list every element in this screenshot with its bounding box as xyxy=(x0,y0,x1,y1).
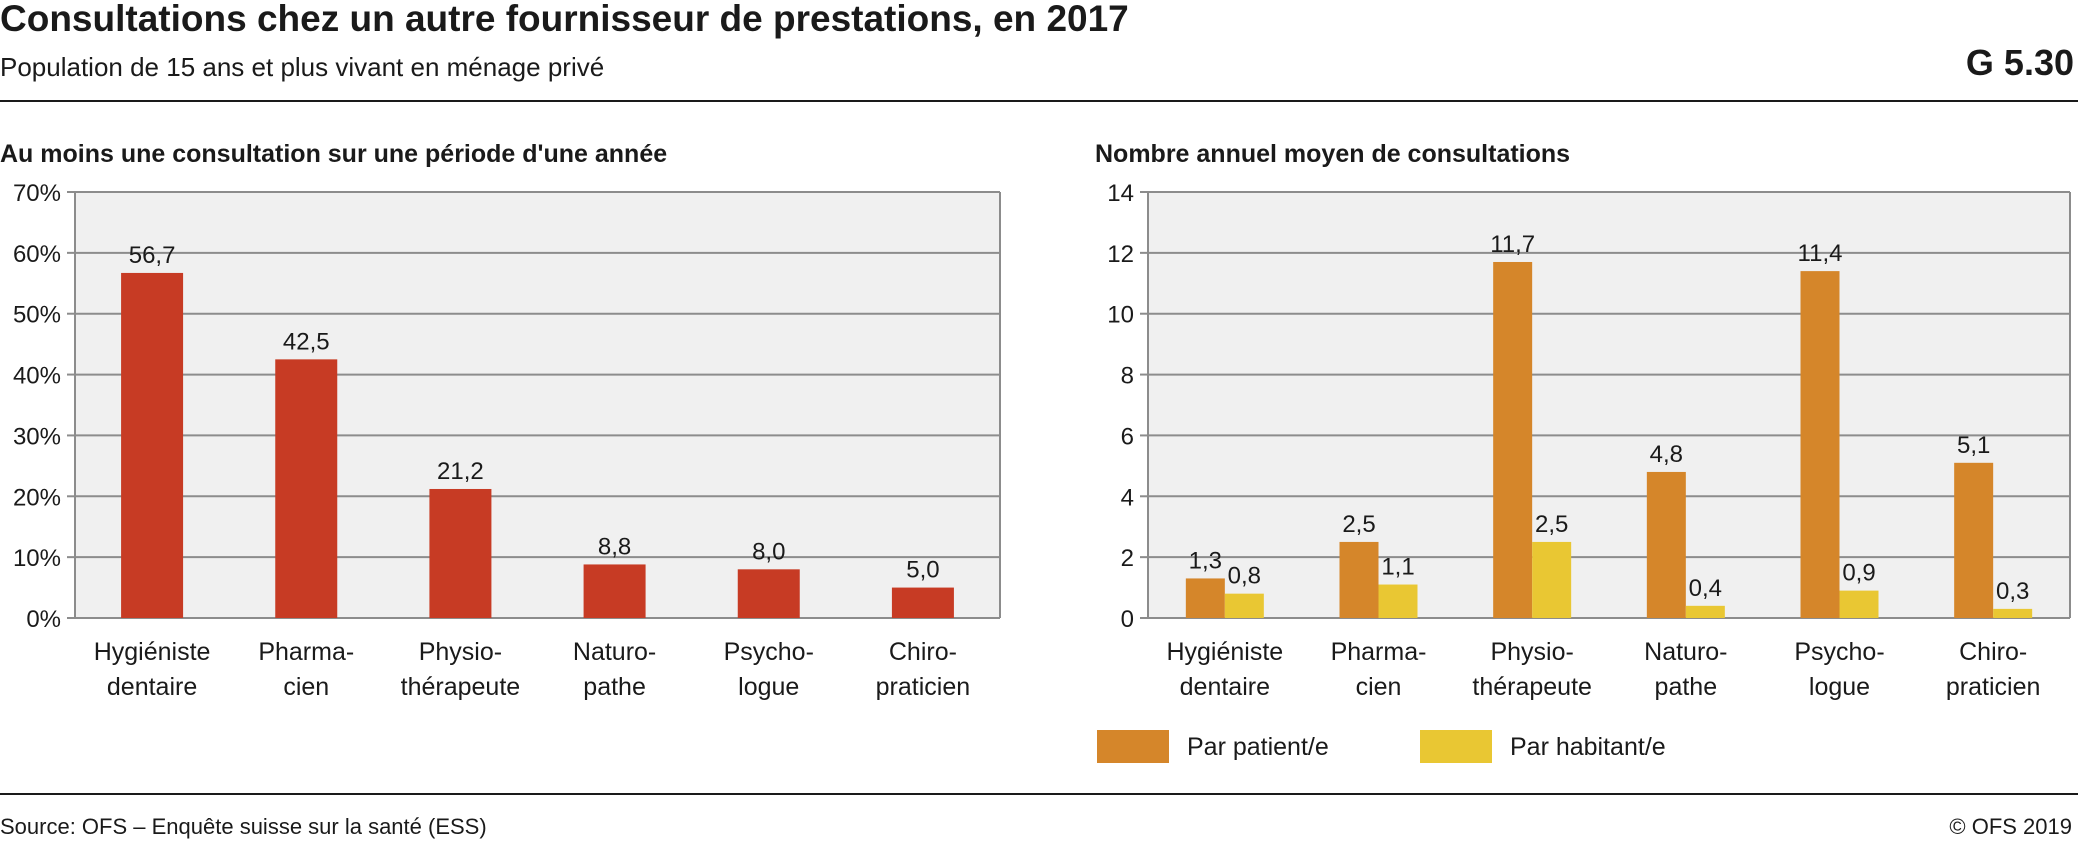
right-chart-y-tick-label: 0 xyxy=(1121,606,1134,633)
left-chart-y-tick-label: 40% xyxy=(13,363,61,390)
left-chart-x-tick-label: Naturo- xyxy=(573,638,656,666)
right-chart-x-tick-label: Physio- xyxy=(1490,638,1573,666)
left-chart-x-tick-label: pathe xyxy=(583,673,646,701)
page-title: Consultations chez un autre fournisseur … xyxy=(0,0,1129,39)
right-chart-y-tick-label: 10 xyxy=(1107,302,1134,329)
legend-swatch xyxy=(1097,730,1169,763)
legend-swatch xyxy=(1420,730,1492,763)
left-chart-data-label: 56,7 xyxy=(129,242,176,269)
right-chart-data-label: 0,3 xyxy=(1996,578,2029,605)
left-chart-bar xyxy=(275,359,338,618)
right-chart-x-tick-label: Pharma- xyxy=(1331,638,1427,666)
left-chart-x-tick-label: praticien xyxy=(876,673,971,701)
right-chart-data-label: 0,4 xyxy=(1689,575,1722,602)
right-chart-y-tick-label: 12 xyxy=(1107,241,1134,268)
right-chart-y-tick-label: 4 xyxy=(1121,484,1134,511)
right-chart-data-label: 0,9 xyxy=(1842,560,1875,587)
left-chart-y-tick-label: 60% xyxy=(13,241,61,268)
left-chart-data-label: 21,2 xyxy=(437,458,484,485)
left-chart-bar xyxy=(121,272,184,618)
footer-rule xyxy=(0,793,2078,795)
left-chart-x-tick-label: Physio- xyxy=(419,638,502,666)
right-chart-x-tick-label: Psycho- xyxy=(1794,638,1884,666)
left-chart-data-label: 8,0 xyxy=(752,538,785,565)
left-chart-x-tick-label: dentaire xyxy=(107,673,197,701)
right-chart-bar xyxy=(1493,261,1533,618)
left-chart-x-tick-label: cien xyxy=(283,673,329,701)
right-chart-data-label: 1,3 xyxy=(1189,547,1222,574)
right-chart-x-tick-label: Naturo- xyxy=(1644,638,1727,666)
figure-code: G 5.30 xyxy=(1965,42,2074,83)
legend-label: Par habitant/e xyxy=(1510,733,1666,761)
right-chart-x-tick-label: dentaire xyxy=(1180,673,1270,701)
left-chart-y-tick-label: 70% xyxy=(13,180,61,207)
right-chart-bar xyxy=(1532,541,1572,618)
page-subtitle: Population de 15 ans et plus vivant en m… xyxy=(0,52,605,82)
left-chart-data-label: 8,8 xyxy=(598,533,631,560)
right-chart-x-tick-label: Chiro- xyxy=(1959,638,2027,666)
right-chart-data-label: 4,8 xyxy=(1650,441,1683,468)
right-chart-x-tick-label: pathe xyxy=(1655,673,1718,701)
right-chart-data-label: 2,5 xyxy=(1535,511,1568,538)
right-chart-bar xyxy=(1685,605,1725,618)
right-chart-data-label: 11,7 xyxy=(1490,231,1535,258)
right-chart-x-tick-label: Hygiéniste xyxy=(1166,638,1283,666)
right-chart-bar xyxy=(1839,590,1879,618)
right-chart-bar xyxy=(1993,608,2033,618)
right-chart-data-label: 1,1 xyxy=(1381,554,1414,581)
left-chart-title: Au moins une consultation sur une périod… xyxy=(0,140,667,168)
left-chart-y-tick-label: 50% xyxy=(13,302,61,329)
left-chart-y-tick-label: 20% xyxy=(13,484,61,511)
left-chart-bar xyxy=(737,569,800,618)
left-chart-bar xyxy=(583,564,646,618)
right-chart-y-tick-label: 6 xyxy=(1121,423,1134,450)
right-chart-bar xyxy=(1954,462,1994,618)
right-chart-x-tick-label: thérapeute xyxy=(1472,673,1592,701)
left-chart: 0% 10% 20% 30% 40% 50% 60% 70% Hygiéniste dentair… xyxy=(13,180,1001,701)
right-chart-y-tick-label: 2 xyxy=(1121,545,1134,572)
left-chart-x-tick-label: Psycho- xyxy=(724,638,814,666)
right-chart-x-tick-label: cien xyxy=(1356,673,1402,701)
left-chart-data-label: 42,5 xyxy=(283,328,330,355)
right-chart-bar xyxy=(1339,541,1379,618)
left-chart-y-tick-label: 0% xyxy=(26,606,61,633)
header-rule xyxy=(0,100,2078,102)
left-chart-x-tick-label: Chiro- xyxy=(889,638,957,666)
right-chart-bar xyxy=(1800,271,1840,618)
left-chart-x-tick-label: thérapeute xyxy=(401,673,521,701)
right-chart-bar xyxy=(1378,584,1418,618)
copyright-note: © OFS 2019 xyxy=(1949,814,2072,839)
left-chart-y-tick-label: 30% xyxy=(13,423,61,450)
right-chart-data-label: 0,8 xyxy=(1228,563,1261,590)
left-chart-x-tick-label: Pharma- xyxy=(258,638,354,666)
right-chart-y-tick-label: 8 xyxy=(1121,363,1134,390)
left-chart-x-tick-label: Hygiéniste xyxy=(94,638,211,666)
left-chart-bar xyxy=(429,488,492,618)
left-chart-plot-area xyxy=(75,192,1000,618)
right-chart-data-label: 11,4 xyxy=(1798,240,1843,267)
right-chart-title: Nombre annuel moyen de consultations xyxy=(1095,140,1570,168)
right-chart-data-label: 5,1 xyxy=(1957,432,1990,459)
left-chart-data-label: 5,0 xyxy=(906,557,939,584)
left-chart-x-tick-label: logue xyxy=(738,673,799,701)
legend-label: Par patient/e xyxy=(1187,733,1329,761)
left-chart-bar xyxy=(891,587,954,618)
left-chart-y-tick-label: 10% xyxy=(13,545,61,572)
right-chart-bar xyxy=(1185,578,1225,618)
right-chart-x-tick-label: praticien xyxy=(1946,673,2041,701)
right-chart: 0 2 4 6 8 10 12 14 Hygiéniste dentaire 1,30,8 Pharm… xyxy=(1107,180,2071,701)
right-chart-bar xyxy=(1646,471,1686,618)
legend: Par patient/e Par habitant/e xyxy=(1097,730,1666,763)
right-chart-bar xyxy=(1224,593,1264,618)
source-note: Source: OFS – Enquête suisse sur la sant… xyxy=(0,814,487,839)
right-chart-data-label: 2,5 xyxy=(1342,511,1375,538)
right-chart-plot-area xyxy=(1148,192,2070,618)
right-chart-x-tick-label: logue xyxy=(1809,673,1870,701)
right-chart-y-tick-label: 14 xyxy=(1107,180,1134,207)
